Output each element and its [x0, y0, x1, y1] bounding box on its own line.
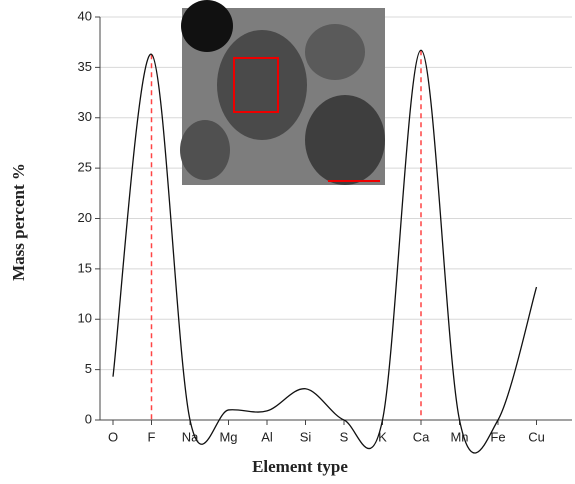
- y-tick-label: 15: [78, 260, 92, 275]
- x-axis-title: Element type: [252, 457, 348, 476]
- x-tick-label: Si: [300, 429, 312, 444]
- inset-blob: [181, 0, 233, 52]
- y-tick-label: 30: [78, 109, 92, 124]
- x-tick-label: Al: [261, 429, 273, 444]
- y-tick-label: 20: [78, 210, 92, 225]
- inset-blob: [180, 120, 230, 180]
- inset-blob: [305, 24, 365, 80]
- y-tick-label: 35: [78, 59, 92, 74]
- x-tick-label: Cu: [528, 429, 545, 444]
- y-axis-title: Mass percent %: [9, 163, 28, 281]
- inset-blob: [305, 95, 385, 185]
- y-tick-label: 40: [78, 8, 92, 23]
- y-tick-label: 25: [78, 160, 92, 175]
- x-tick-label: O: [108, 429, 118, 444]
- y-tick-label: 0: [85, 411, 92, 426]
- plot-area: 0 5 10 15 20 25 30 35 40 O F Na Mg Al Si S K Ca Mn Fe Cu: [78, 8, 572, 454]
- inset-image: [180, 0, 385, 185]
- x-tick-label: Ca: [413, 429, 430, 444]
- x-tick-label: Na: [182, 429, 199, 444]
- y-tick-label: 10: [78, 311, 92, 326]
- x-tick-label: S: [340, 429, 349, 444]
- x-tick-label: Mn: [450, 429, 468, 444]
- inset-blob: [217, 30, 307, 140]
- x-tick-label: K: [378, 429, 387, 444]
- x-tick-label: Fe: [490, 429, 505, 444]
- data-line: [112, 49, 538, 454]
- y-tick-label: 5: [85, 361, 92, 376]
- x-tick-label: F: [148, 429, 156, 444]
- x-tick-label: Mg: [219, 429, 237, 444]
- inset-selection: [233, 57, 279, 113]
